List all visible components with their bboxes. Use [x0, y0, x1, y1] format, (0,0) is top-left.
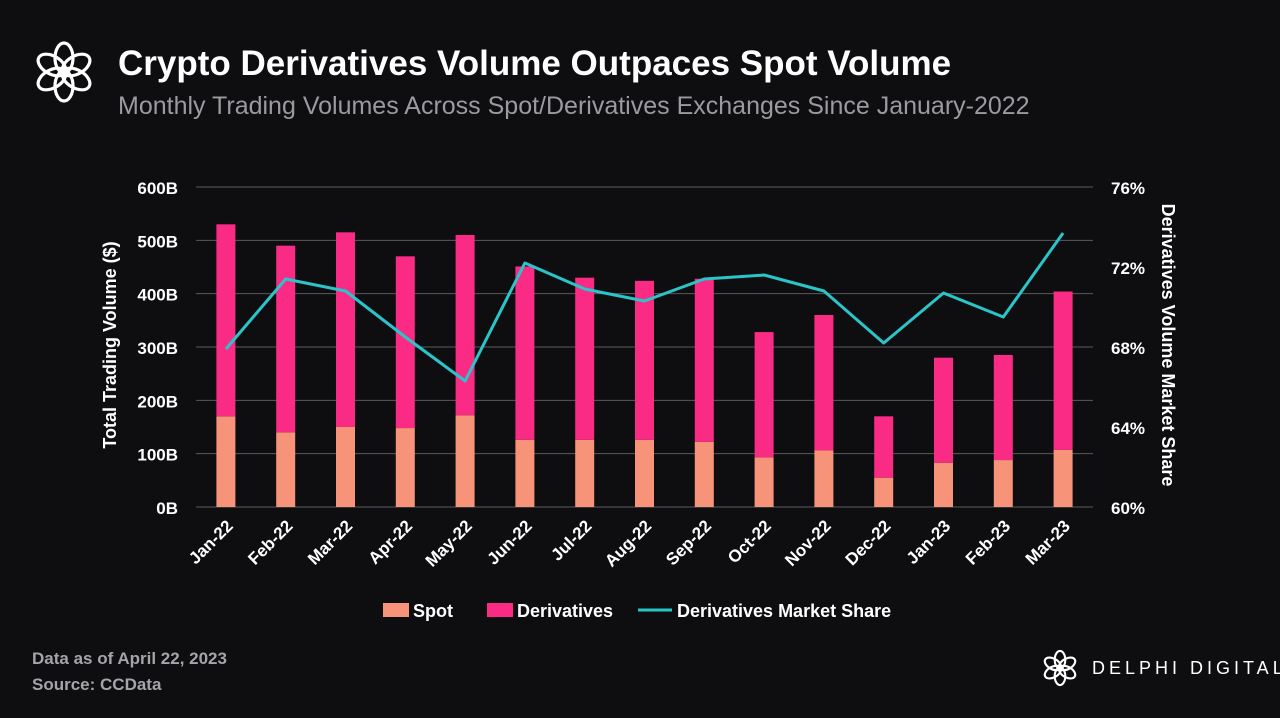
bar-spot — [276, 432, 296, 507]
x-tick-label: Sep-22 — [662, 516, 715, 569]
legend-label: Spot — [413, 601, 453, 621]
legend-label: Derivatives — [517, 601, 613, 621]
x-tick-label: Jan-22 — [185, 516, 237, 568]
x-tick-label: Jan-23 — [903, 516, 955, 568]
bar-derivatives — [694, 278, 714, 442]
chart-area: 0B 100B 200B 300B 400B 500B 600B 60% 64% 68% 72% 76… — [100, 179, 1178, 621]
x-tick-label: Nov-22 — [781, 516, 835, 570]
y-axis-title: Total Trading Volume ($) — [100, 241, 120, 448]
brand-logo: DELPHI DIGITAL — [1040, 648, 1280, 688]
y2-tick-label: 76% — [1111, 179, 1145, 198]
y-tick-label: 200B — [137, 392, 178, 411]
y-tick-label: 600B — [137, 179, 178, 198]
bar-spot — [993, 460, 1013, 507]
bar-derivatives — [993, 355, 1013, 461]
x-tick-label: Jun-22 — [484, 516, 536, 568]
bar-spot — [395, 428, 415, 507]
bar-spot — [575, 439, 595, 507]
line-derivatives-market-share — [224, 232, 1065, 383]
bar-derivatives — [455, 235, 475, 416]
bar-derivatives — [276, 245, 296, 433]
x-tick-label: Aug-22 — [601, 516, 655, 570]
y-tick-label: 500B — [137, 232, 178, 251]
legend-label: Derivatives Market Share — [677, 601, 891, 621]
bar-derivatives — [874, 416, 894, 478]
bar-derivatives — [395, 256, 415, 429]
x-tick-label: Dec-22 — [842, 516, 895, 569]
delphi-flower-icon — [36, 41, 92, 103]
data-source-note: Source: CCData — [32, 675, 162, 694]
bar-derivatives — [934, 357, 953, 463]
y-tick-label: 0B — [156, 499, 178, 518]
bar-derivatives — [216, 224, 236, 417]
bar-spot — [455, 415, 475, 507]
bar-derivatives — [635, 280, 654, 440]
bar-spot — [874, 477, 894, 507]
y2-tick-label: 64% — [1111, 419, 1145, 438]
chart-subtitle: Monthly Trading Volumes Across Spot/Deri… — [118, 92, 1030, 120]
data-date-note: Data as of April 22, 2023 — [32, 649, 227, 668]
bar-spot — [814, 450, 834, 507]
delphi-flower-icon — [1043, 649, 1077, 687]
x-tick-label: Jul-22 — [547, 516, 595, 564]
y2-axis-title: Derivatives Volume Market Share — [1158, 204, 1178, 487]
y-tick-label: 300B — [137, 339, 178, 358]
bar-spot — [934, 462, 953, 507]
bar-spot — [1053, 449, 1073, 507]
bar-derivatives — [336, 232, 355, 427]
y-tick-label: 100B — [137, 446, 178, 465]
bar-derivatives — [1053, 291, 1073, 450]
x-tick-label: Oct-22 — [724, 516, 775, 567]
footer-notes: Data as of April 22, 2023 Source: CCData — [32, 646, 227, 698]
brand-name: DELPHI DIGITAL — [1092, 657, 1280, 678]
legend-swatch — [487, 603, 513, 617]
bar-spot — [754, 457, 774, 507]
y2-tick-label: 68% — [1111, 339, 1145, 358]
x-tick-label: Feb-23 — [962, 516, 1014, 568]
y-tick-label: 400B — [137, 286, 178, 305]
bar-spot — [336, 427, 355, 507]
bar-derivatives — [575, 277, 595, 440]
x-tick-label: Feb-22 — [244, 516, 296, 568]
x-tick-label: May-22 — [422, 516, 476, 570]
bar-spot — [216, 416, 236, 507]
bar-derivatives — [754, 332, 774, 458]
bar-spot — [635, 439, 654, 507]
x-tick-label: Mar-23 — [1022, 516, 1074, 568]
x-tick-label: Apr-22 — [365, 516, 417, 568]
bar-spot — [515, 439, 535, 507]
y2-tick-label: 72% — [1111, 259, 1145, 278]
bar-spot — [694, 441, 714, 507]
bar-derivatives — [814, 315, 834, 451]
legend-swatch — [383, 603, 409, 617]
x-tick-label: Mar-22 — [304, 516, 356, 568]
bar-derivatives — [515, 266, 535, 440]
chart-title: Crypto Derivatives Volume Outpaces Spot … — [118, 44, 952, 83]
y2-tick-label: 60% — [1111, 499, 1145, 518]
